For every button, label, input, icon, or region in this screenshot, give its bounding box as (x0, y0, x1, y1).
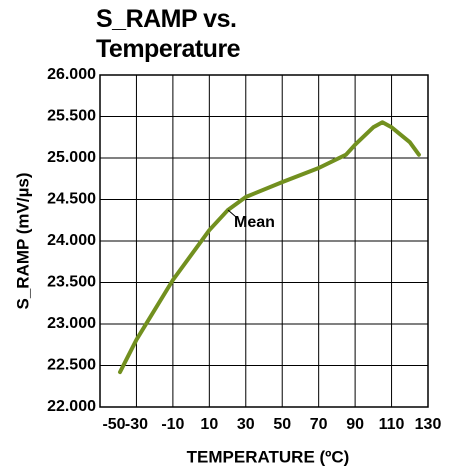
annotation-leader (227, 209, 237, 218)
x-tick-label: 130 (415, 416, 442, 433)
data-line (118, 120, 421, 375)
x-tick-label: 30 (237, 416, 255, 433)
chart-title: S_RAMP vs. Temperature (96, 5, 241, 63)
y-tick-label: 22.500 (47, 357, 96, 374)
x-tick-label: 10 (200, 416, 218, 433)
x-axis-label: TEMPERATURE (ºC) (187, 447, 350, 466)
plot-border (99, 74, 429, 408)
x-tick-label: 90 (346, 416, 364, 433)
y-tick-label: 24.000 (47, 232, 96, 249)
x-tick-label: 50 (273, 416, 291, 433)
y-tick-label: 25.500 (47, 108, 96, 125)
x-tick-label: -50 (102, 416, 125, 433)
series-label: Mean (234, 214, 275, 231)
x-tick-label: 70 (310, 416, 328, 433)
y-tick-label: 22.000 (47, 398, 96, 415)
x-tick-label: -10 (161, 416, 184, 433)
y-tick-label: 26.000 (47, 66, 96, 83)
x-tick-label: 110 (379, 416, 405, 433)
y-tick-label: 23.000 (47, 315, 96, 332)
y-tick-label: 24.500 (47, 191, 96, 208)
y-tick-label: 23.500 (47, 274, 96, 291)
y-axis-label: S_RAMP (mV/µs) (13, 172, 32, 309)
y-tick-label: 25.000 (47, 149, 96, 166)
x-tick-label: -30 (125, 416, 148, 433)
